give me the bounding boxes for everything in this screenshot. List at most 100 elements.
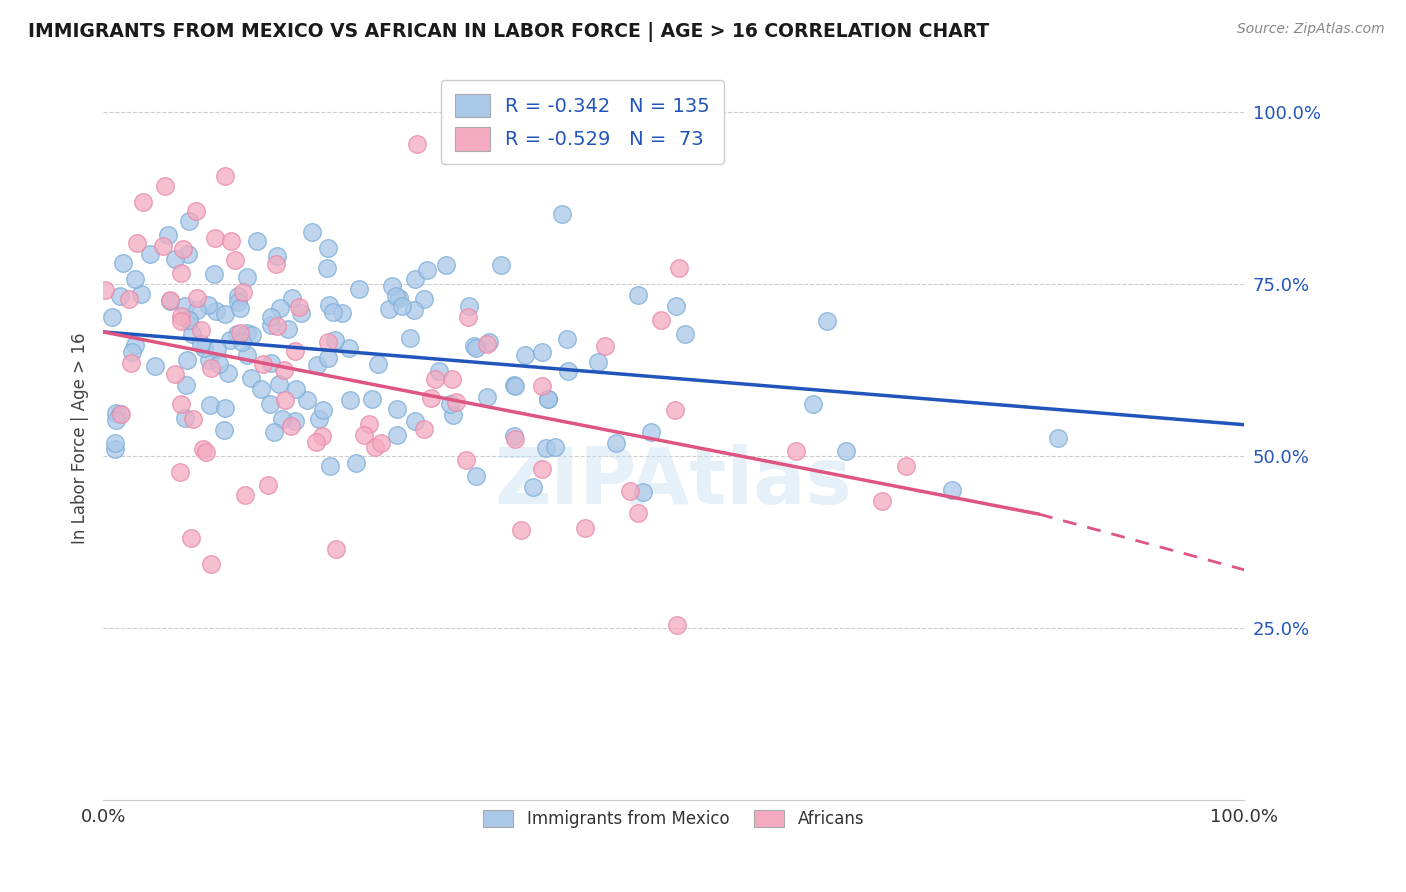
Point	[385, 401, 408, 416]
Point	[264, 257, 287, 271]
Point	[361, 392, 384, 407]
Point	[399, 331, 422, 345]
Point	[427, 363, 450, 377]
Point	[515, 348, 537, 362]
Point	[316, 241, 339, 255]
Point	[439, 397, 461, 411]
Point	[281, 291, 304, 305]
Point	[619, 483, 641, 498]
Point	[280, 418, 302, 433]
Point	[111, 256, 134, 270]
Point	[544, 440, 567, 454]
Point	[249, 382, 271, 396]
Point	[118, 292, 141, 306]
Point	[93, 283, 115, 297]
Point	[673, 327, 696, 342]
Point	[530, 379, 553, 393]
Point	[339, 341, 361, 355]
Point	[464, 341, 486, 355]
Point	[259, 397, 281, 411]
Point	[666, 618, 689, 632]
Point	[180, 327, 202, 342]
Point	[170, 397, 193, 411]
Point	[190, 323, 212, 337]
Point	[197, 298, 219, 312]
Point	[330, 306, 353, 320]
Point	[145, 359, 167, 374]
Point	[370, 435, 392, 450]
Point	[186, 303, 208, 318]
Point	[177, 313, 200, 327]
Point	[477, 337, 499, 351]
Point	[138, 247, 160, 261]
Point	[174, 377, 197, 392]
Point	[388, 291, 411, 305]
Point	[124, 272, 146, 286]
Point	[404, 272, 426, 286]
Point	[226, 288, 249, 302]
Point	[259, 318, 281, 332]
Point	[198, 353, 221, 368]
Point	[531, 344, 554, 359]
Point	[522, 480, 544, 494]
Point	[640, 425, 662, 439]
Point	[229, 326, 252, 341]
Point	[110, 407, 132, 421]
Point	[322, 304, 344, 318]
Point	[108, 407, 131, 421]
Point	[503, 429, 526, 443]
Point	[200, 557, 222, 571]
Point	[260, 310, 283, 324]
Point	[537, 392, 560, 407]
Point	[263, 425, 285, 439]
Point	[456, 453, 478, 467]
Point	[353, 427, 375, 442]
Point	[214, 307, 236, 321]
Point	[101, 310, 124, 324]
Point	[502, 377, 524, 392]
Point	[391, 300, 413, 314]
Point	[153, 178, 176, 193]
Point	[404, 414, 426, 428]
Point	[835, 443, 858, 458]
Text: Source: ZipAtlas.com: Source: ZipAtlas.com	[1237, 22, 1385, 37]
Point	[218, 333, 240, 347]
Point	[941, 483, 963, 498]
Point	[217, 366, 239, 380]
Point	[193, 341, 215, 355]
Point	[108, 288, 131, 302]
Point	[240, 371, 263, 385]
Point	[173, 299, 195, 313]
Point	[176, 247, 198, 261]
Point	[555, 332, 578, 346]
Point	[174, 410, 197, 425]
Point	[377, 301, 399, 316]
Point	[801, 396, 824, 410]
Point	[176, 352, 198, 367]
Point	[274, 393, 297, 408]
Point	[463, 338, 485, 352]
Point	[277, 322, 299, 336]
Point	[284, 414, 307, 428]
Point	[214, 169, 236, 183]
Point	[359, 417, 381, 432]
Point	[593, 339, 616, 353]
Point	[316, 351, 339, 366]
Point	[219, 234, 242, 248]
Point	[458, 299, 481, 313]
Point	[665, 299, 688, 313]
Point	[170, 309, 193, 323]
Point	[308, 412, 330, 426]
Point	[159, 294, 181, 309]
Point	[121, 345, 143, 359]
Point	[574, 521, 596, 535]
Point	[475, 390, 498, 404]
Point	[214, 401, 236, 415]
Point	[385, 428, 408, 442]
Point	[180, 531, 202, 545]
Point	[120, 356, 142, 370]
Point	[184, 204, 207, 219]
Point	[425, 372, 447, 386]
Point	[464, 469, 486, 483]
Point	[441, 408, 464, 422]
